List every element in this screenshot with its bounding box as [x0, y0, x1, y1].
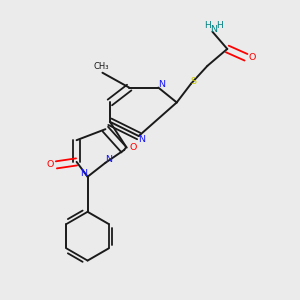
Text: O: O: [249, 53, 256, 62]
Text: H: H: [217, 21, 223, 30]
Text: S: S: [190, 77, 196, 86]
Text: CH₃: CH₃: [94, 62, 109, 71]
Text: H: H: [204, 21, 210, 30]
Text: N: N: [210, 26, 217, 34]
Text: N: N: [105, 155, 112, 164]
Text: O: O: [129, 142, 136, 152]
Text: N: N: [138, 135, 145, 144]
Text: O: O: [47, 160, 54, 169]
Text: N: N: [158, 80, 165, 88]
Text: N: N: [80, 169, 88, 178]
